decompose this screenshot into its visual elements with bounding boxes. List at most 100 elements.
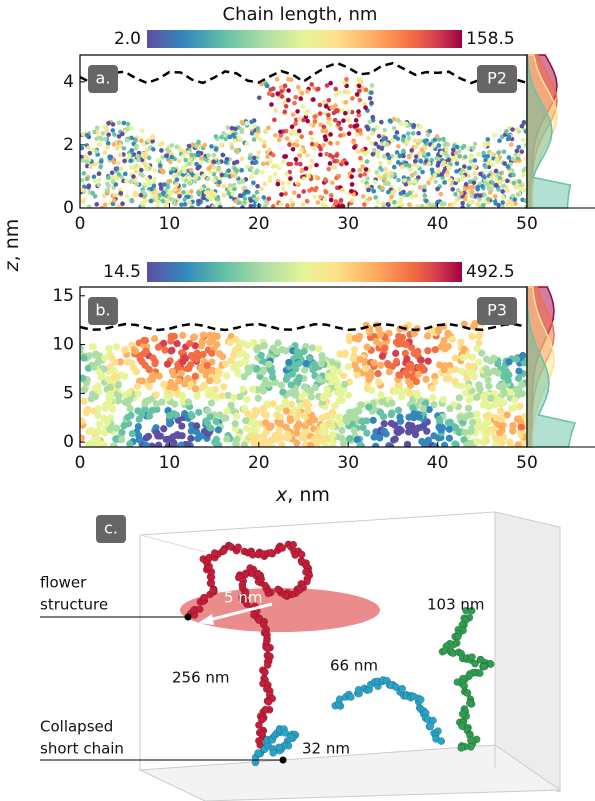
point xyxy=(185,399,192,406)
point xyxy=(85,177,90,182)
point xyxy=(228,186,233,191)
point xyxy=(204,420,211,427)
point xyxy=(272,118,277,123)
point xyxy=(507,389,514,396)
point xyxy=(365,376,372,383)
point xyxy=(516,192,521,197)
point xyxy=(196,153,201,158)
point xyxy=(323,197,328,202)
point xyxy=(206,153,211,158)
point xyxy=(214,377,221,384)
point xyxy=(215,367,222,374)
point xyxy=(439,192,444,197)
point xyxy=(383,167,388,172)
point xyxy=(473,410,480,417)
point xyxy=(138,411,145,418)
point xyxy=(234,199,239,204)
point xyxy=(336,397,343,404)
point xyxy=(106,141,111,146)
point xyxy=(495,436,502,443)
point xyxy=(202,174,207,179)
point xyxy=(446,435,453,442)
point xyxy=(269,102,274,107)
point xyxy=(442,201,447,206)
point xyxy=(465,405,472,412)
point xyxy=(191,333,198,340)
point xyxy=(460,346,467,353)
point xyxy=(120,201,125,206)
x-tick-label: 50 xyxy=(516,214,538,234)
point xyxy=(463,197,468,202)
point xyxy=(219,135,224,140)
point xyxy=(311,97,316,102)
point xyxy=(181,190,186,195)
point xyxy=(452,424,459,431)
point xyxy=(486,137,491,142)
point xyxy=(226,125,231,130)
point xyxy=(340,188,345,193)
point xyxy=(211,165,216,170)
point xyxy=(171,384,178,391)
point xyxy=(358,401,365,408)
point xyxy=(81,199,86,204)
point xyxy=(350,96,355,101)
point xyxy=(352,145,357,150)
bead xyxy=(196,606,203,613)
point xyxy=(150,135,155,140)
point xyxy=(169,368,176,375)
point xyxy=(178,442,185,449)
length-label: 256 nm xyxy=(172,669,230,687)
point xyxy=(381,428,388,435)
point xyxy=(161,199,166,204)
point xyxy=(262,144,267,149)
point xyxy=(241,179,246,184)
point xyxy=(289,198,294,203)
point xyxy=(426,181,431,186)
point xyxy=(312,194,317,199)
point xyxy=(211,392,218,399)
point xyxy=(92,393,99,400)
point xyxy=(370,131,375,136)
point xyxy=(136,158,141,163)
point xyxy=(416,131,421,136)
point xyxy=(423,193,428,198)
point xyxy=(443,143,448,148)
point xyxy=(294,157,299,162)
point xyxy=(497,407,504,414)
point xyxy=(275,405,282,412)
point xyxy=(310,142,315,147)
point xyxy=(458,368,465,375)
point xyxy=(382,154,387,159)
point xyxy=(140,201,145,206)
point xyxy=(485,383,492,390)
point xyxy=(134,146,139,151)
point xyxy=(502,184,507,189)
point xyxy=(112,198,117,203)
point xyxy=(80,398,87,405)
point xyxy=(338,126,343,131)
point xyxy=(307,188,312,193)
point xyxy=(299,169,304,174)
point xyxy=(187,181,192,186)
y-tick-label: 2 xyxy=(63,135,74,155)
x-tick-label: 30 xyxy=(337,453,359,473)
point xyxy=(476,423,483,430)
point xyxy=(487,186,492,191)
point xyxy=(211,159,216,164)
annotation: structure xyxy=(40,596,108,614)
point xyxy=(99,137,104,142)
point xyxy=(517,153,522,158)
scale-label: 5 nm xyxy=(224,589,262,607)
point xyxy=(473,345,480,352)
point xyxy=(128,359,135,366)
point xyxy=(518,187,523,192)
point xyxy=(154,191,159,196)
x-tick-label: 0 xyxy=(75,453,86,473)
point xyxy=(309,82,314,87)
point xyxy=(292,392,299,399)
point xyxy=(498,180,503,185)
point xyxy=(439,341,446,348)
point xyxy=(193,422,200,429)
point xyxy=(378,166,383,171)
